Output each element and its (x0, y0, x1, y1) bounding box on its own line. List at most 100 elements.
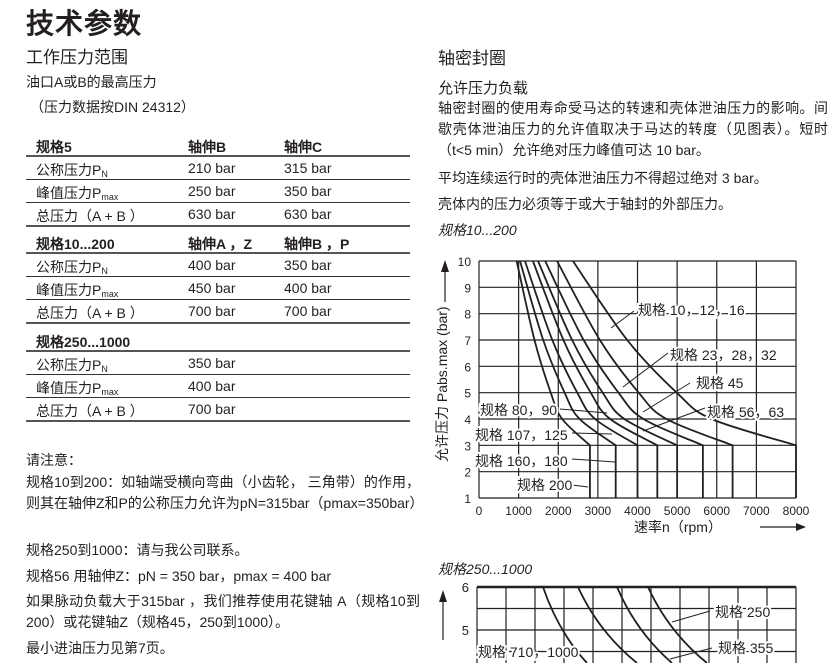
row-label-text: 总压力（A + B ） (36, 208, 144, 224)
y-tick-label: 1 (464, 492, 471, 506)
table-row: 总压力（A + B ） 700 bar 700 bar (26, 300, 410, 324)
row-label: 总压力（A + B ） (36, 401, 144, 421)
row-label-text: 峰值压力P (36, 282, 102, 298)
row-value: 350 bar (284, 257, 332, 273)
row-label: 公称压力PN (36, 160, 108, 180)
annotation-leader-line (642, 407, 706, 432)
y-axis-arrow-icon (441, 260, 449, 272)
seal-pressure-charts: 0 1000 2000 3000 4000 5000 6000 7000 8000 1 2 3 4 5 6 7… (434, 255, 810, 663)
row-value: 400 bar (188, 378, 236, 394)
y-axis-arrow-icon (439, 590, 447, 602)
row-label-subscript: max (101, 192, 119, 202)
spec-table: 规格5 轴伸B 轴伸C 公称压力PN 210 bar 315 bar 峰值压力Pmax 250… (26, 134, 410, 227)
table-header: 规格10...200 轴伸A ，Z 轴伸B ，P (26, 231, 410, 254)
row-label-text: 公称压力P (36, 259, 102, 275)
series-curve (515, 260, 591, 498)
row-label: 总压力（A + B ） (36, 206, 144, 226)
y-tick-label: 6 (462, 580, 469, 595)
chart2-caption: 规格250...1000 (438, 561, 533, 577)
annotation-leader-line (671, 610, 711, 623)
x-tick-label: 6000 (703, 504, 730, 518)
annotation-leader-line (669, 647, 713, 660)
x-tick-label: 8000 (783, 504, 810, 518)
table-row: 公称压力PN 350 bar (26, 352, 410, 375)
row-value: 210 bar (188, 160, 236, 176)
header-cell: 轴伸B (188, 139, 227, 155)
row-value: 630 bar (188, 206, 236, 222)
row-label-subscript: max (101, 289, 119, 299)
series-curve (524, 260, 639, 498)
series-curve (572, 260, 797, 498)
row-label: 总压力（A + B ） (36, 303, 144, 323)
y-tick-label: 5 (462, 623, 469, 638)
x-tick-label: 0 (476, 504, 483, 518)
annotation-label: 规格 200 (517, 477, 572, 493)
table-row: 峰值压力Pmax 450 bar 400 bar (26, 277, 410, 300)
table-header: 规格5 轴伸B 轴伸C (26, 134, 410, 157)
subtitle-max-pressure: 油口A或B的最高压力 (26, 74, 157, 90)
annotation-leader-line (571, 484, 589, 488)
row-label-subscript: N (101, 169, 108, 179)
annotation-label: 规格 56，63 (707, 404, 784, 420)
series-curve (532, 260, 659, 498)
x-tick-label: 2000 (545, 504, 572, 518)
row-label-text: 总压力（A + B ） (36, 305, 144, 321)
annotation-leader-line (559, 408, 608, 414)
annotation-label: 规格 10，12，16 (638, 302, 745, 318)
section-title-shaft-seal: 轴密封圈 (438, 49, 506, 68)
header-cell: 轴伸C (284, 139, 323, 155)
row-value: 450 bar (188, 280, 236, 296)
row-label-subscript: N (101, 266, 108, 276)
row-value: 250 bar (188, 183, 236, 199)
x-axis-arrow-icon (796, 523, 806, 531)
row-value: 400 bar (284, 280, 332, 296)
din-note: （压力数据按DIN 24312） (30, 99, 195, 115)
x-tick-label: 1000 (505, 504, 532, 518)
series-curve (542, 586, 588, 663)
series-curve (577, 586, 638, 663)
x-tick-label: 4000 (624, 504, 651, 518)
series-curve (556, 260, 734, 498)
x-tick-label: 5000 (664, 504, 691, 518)
header-cell: 规格5 (36, 139, 72, 155)
annotation-label: 规格 107，125 (475, 427, 568, 443)
annotation-leader-line (571, 458, 616, 463)
annotation-leader-line (642, 382, 691, 413)
annotation-label: 规格 710，1000 (478, 644, 579, 660)
row-label-text: 峰值压力P (36, 380, 102, 396)
x-tick-label: 7000 (743, 504, 770, 518)
header-cell: 规格250...1000 (36, 334, 131, 350)
page-title: 技术参数 (26, 8, 143, 39)
row-value: 315 bar (284, 160, 332, 176)
row-label-subscript: N (101, 364, 108, 374)
row-label: 峰值压力Pmax (36, 378, 118, 398)
row-value: 630 bar (284, 206, 332, 222)
row-label-text: 公称压力P (36, 357, 102, 373)
row-value: 700 bar (284, 303, 332, 319)
row-value: 400 bar (188, 257, 236, 273)
table-row: 总压力（A + B ） 700 bar (26, 398, 410, 422)
table-row: 公称压力PN 210 bar 315 bar (26, 157, 410, 180)
row-label-text: 峰值压力P (36, 185, 102, 201)
row-value: 700 bar (188, 401, 236, 417)
row-label: 峰值压力Pmax (36, 183, 118, 203)
x-axis-label: 速率n（rpm） (634, 519, 722, 535)
annotation-label: 规格 250 (715, 604, 770, 620)
row-value: 350 bar (188, 355, 236, 371)
header-cell: 轴伸A ，Z (188, 236, 253, 252)
row-label: 公称压力PN (36, 355, 108, 375)
note-2: 规格250到1000：请与我公司联系。 (26, 542, 249, 558)
row-label: 公称压力PN (36, 257, 108, 277)
notes-title: 请注意： (26, 452, 82, 468)
y-tick-label: 5 (464, 387, 471, 401)
annotation-label: 规格 160，180 (475, 453, 568, 469)
spec-table: 规格10...200 轴伸A ，Z 轴伸B ，P 公称压力PN 400 bar 350 b… (26, 231, 410, 324)
table-row: 公称压力PN 400 bar 350 bar (26, 254, 410, 277)
section-title-pressure-range: 工作压力范围 (26, 48, 128, 67)
seal-paragraph-1: 轴密封圈的使用寿命受马达的转速和壳体泄油压力的影响。间歇壳体泄油压力的允许值取决… (438, 100, 828, 158)
series-curve (616, 586, 673, 663)
y-tick-label: 10 (458, 255, 472, 269)
series-curve (519, 260, 617, 498)
row-label-text: 总压力（A + B ） (36, 403, 144, 419)
annotation-leader-line (610, 310, 635, 329)
